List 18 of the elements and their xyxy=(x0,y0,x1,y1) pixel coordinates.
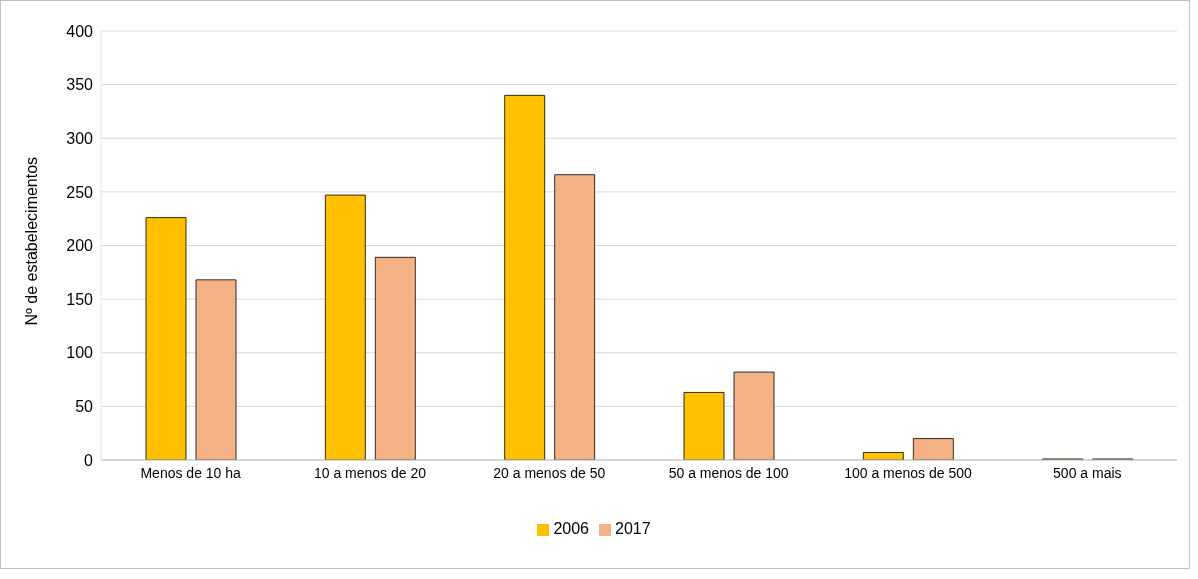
x-tick-label: Menos de 10 ha xyxy=(140,464,242,481)
y-tick-label: 350 xyxy=(66,76,94,94)
x-tick-label: 100 a menos de 500 xyxy=(844,464,973,481)
legend-label: 2017 xyxy=(615,520,651,537)
y-tick-label: 300 xyxy=(66,129,94,147)
y-axis-title: Nº de estabelecimentos xyxy=(22,156,40,326)
x-tick-label: 20 a menos de 50 xyxy=(493,464,606,481)
x-tick-label: 50 a menos de 100 xyxy=(668,464,789,481)
y-tick-label: 100 xyxy=(66,344,94,362)
y-tick-label: 250 xyxy=(66,183,94,201)
y-tick-label: 150 xyxy=(66,290,94,308)
legend-label: 2006 xyxy=(553,520,589,537)
y-tick-label: 50 xyxy=(75,398,94,416)
y-tick-label: 0 xyxy=(84,451,94,469)
x-tick-label: 10 a menos de 20 xyxy=(313,464,427,481)
x-tick-label: 500 a mais xyxy=(1053,464,1122,481)
y-tick-label: 200 xyxy=(66,237,94,255)
y-tick-label: 400 xyxy=(66,22,94,40)
